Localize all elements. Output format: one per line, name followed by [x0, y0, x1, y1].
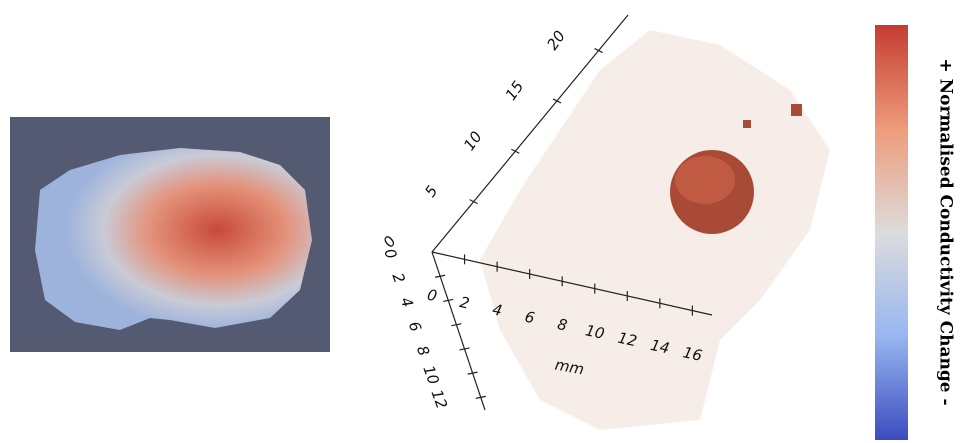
tick-label: 0 [380, 246, 400, 261]
tick-label: 5 [421, 182, 441, 200]
colorbar-label: + Normalised Conductivity Change - [936, 58, 956, 405]
tick-mark [595, 49, 603, 53]
voxel [743, 120, 751, 128]
tick-label: 8 [413, 343, 433, 358]
slice-image [35, 148, 312, 330]
brain-volume [480, 30, 830, 430]
tick-mark [553, 99, 561, 103]
tick-mark [511, 149, 519, 153]
tick-label: 10 [460, 128, 486, 154]
tick-label: 6 [405, 319, 425, 334]
voxel [791, 104, 802, 116]
tick-label: 4 [397, 295, 417, 310]
tick-label: 12 [428, 387, 451, 411]
tick-label: 20 [543, 27, 569, 53]
tick-label: 0 [426, 286, 439, 306]
colorbar [875, 25, 908, 440]
tick-label: 2 [458, 293, 471, 313]
tick-label: 15 [502, 78, 528, 104]
tick-label: 10 [419, 363, 442, 387]
tick-label: 2 [389, 270, 409, 285]
lesion-highlight [675, 156, 735, 204]
tick-mark [470, 200, 478, 204]
figure: mm + Normalised Conductivity Change - 05… [0, 0, 973, 443]
